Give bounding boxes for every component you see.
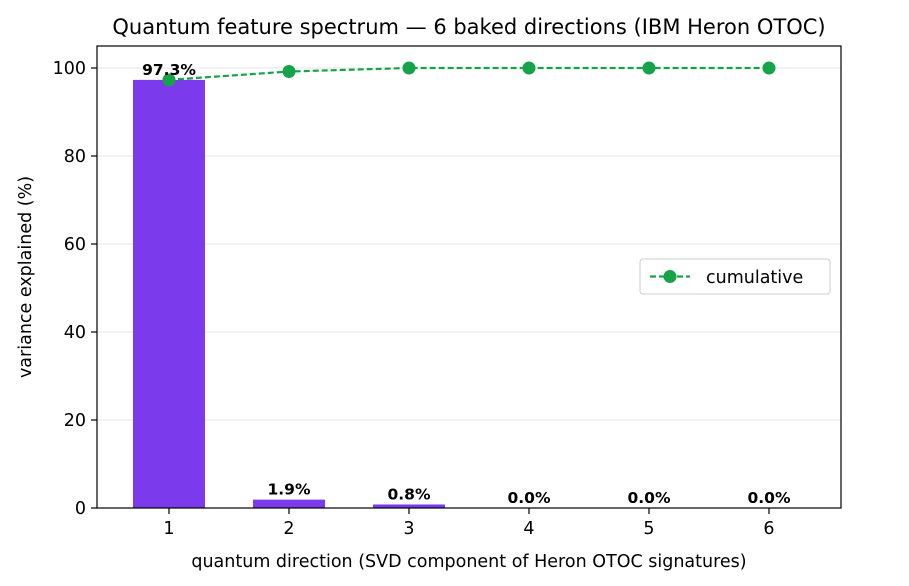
x-tick-label: 6 bbox=[763, 519, 774, 539]
legend-marker bbox=[663, 270, 677, 283]
bar-value-label: 97.3% bbox=[142, 61, 196, 79]
bar-value-label: 0.0% bbox=[628, 489, 671, 507]
y-tick-label: 20 bbox=[64, 411, 86, 431]
y-tick-label: 100 bbox=[53, 59, 86, 79]
cumulative-point bbox=[162, 73, 176, 87]
chart-title: Quantum feature spectrum — 6 baked direc… bbox=[112, 15, 825, 39]
y-axis-label: variance explained (%) bbox=[16, 176, 36, 378]
bar-value-label: 0.0% bbox=[748, 489, 791, 507]
cumulative-point bbox=[282, 65, 296, 79]
cumulative-point bbox=[402, 61, 416, 75]
x-axis-ticks: 1 2 3 4 5 6 bbox=[163, 508, 775, 539]
cumulative-point bbox=[642, 61, 656, 75]
bar bbox=[373, 504, 445, 508]
y-axis-ticks: 0 20 40 60 80 100 bbox=[53, 59, 97, 519]
legend: cumulative bbox=[639, 258, 831, 295]
legend-box bbox=[639, 258, 831, 295]
bar-value-label: 0.8% bbox=[388, 485, 431, 503]
x-tick-label: 3 bbox=[403, 519, 414, 539]
cumulative-point bbox=[762, 61, 776, 75]
plot-frame bbox=[96, 45, 842, 509]
cumulative-point bbox=[522, 61, 536, 75]
bar-value-labels: 97.3% 1.9% 0.8% 0.0% 0.0% 0.0% bbox=[142, 61, 791, 507]
x-tick-label: 1 bbox=[163, 519, 174, 539]
x-tick-label: 5 bbox=[643, 519, 654, 539]
y-tick-label: 0 bbox=[75, 499, 86, 519]
bar-value-label: 0.0% bbox=[508, 489, 551, 507]
bar-value-label: 1.9% bbox=[268, 481, 311, 499]
y-tick-label: 60 bbox=[64, 235, 86, 255]
bars bbox=[133, 79, 445, 508]
x-tick-label: 4 bbox=[523, 519, 534, 539]
y-tick-label: 80 bbox=[64, 147, 86, 167]
legend-label-cumulative: cumulative bbox=[706, 268, 803, 288]
cumulative-series-line bbox=[168, 66, 769, 81]
cumulative-line bbox=[162, 61, 776, 87]
x-tick-label: 2 bbox=[283, 519, 294, 539]
x-axis-label: quantum direction (SVD component of Hero… bbox=[191, 552, 746, 572]
bar bbox=[253, 499, 325, 508]
bar bbox=[133, 79, 205, 508]
y-tick-label: 40 bbox=[64, 323, 86, 343]
